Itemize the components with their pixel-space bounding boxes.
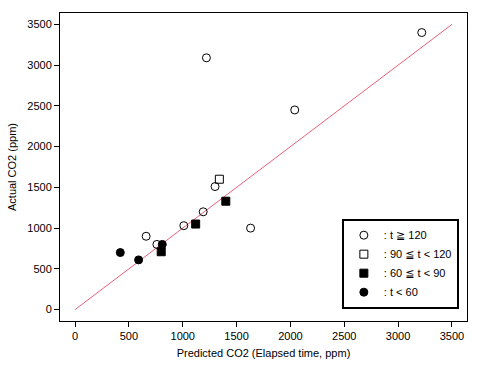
svg-text:3500: 3500 [27, 18, 51, 30]
svg-text:1500: 1500 [224, 330, 248, 342]
svg-text:0: 0 [72, 330, 78, 342]
svg-text:2000: 2000 [27, 140, 51, 152]
svg-text:Actual CO2 (ppm): Actual CO2 (ppm) [6, 123, 18, 211]
svg-text:1000: 1000 [27, 222, 51, 234]
svg-text:2500: 2500 [27, 100, 51, 112]
svg-text:500: 500 [120, 330, 138, 342]
svg-text:1000: 1000 [171, 330, 195, 342]
svg-text:: t < 60: : t < 60 [384, 286, 418, 298]
svg-text:3000: 3000 [27, 59, 51, 71]
svg-text:3000: 3000 [386, 330, 410, 342]
svg-text:: t ≧ 120: : t ≧ 120 [384, 229, 427, 241]
svg-text:1500: 1500 [27, 181, 51, 193]
svg-text:Predicted CO2 (Elapsed time, p: Predicted CO2 (Elapsed time, ppm) [177, 347, 351, 359]
svg-text:: 60 ≦ t < 90: : 60 ≦ t < 90 [384, 267, 446, 279]
svg-text:2500: 2500 [332, 330, 356, 342]
svg-text:0: 0 [46, 303, 52, 315]
svg-text:: 90 ≦ t < 120: : 90 ≦ t < 120 [384, 248, 452, 260]
svg-text:500: 500 [33, 263, 51, 275]
svg-text:2000: 2000 [278, 330, 302, 342]
svg-text:3500: 3500 [440, 330, 464, 342]
